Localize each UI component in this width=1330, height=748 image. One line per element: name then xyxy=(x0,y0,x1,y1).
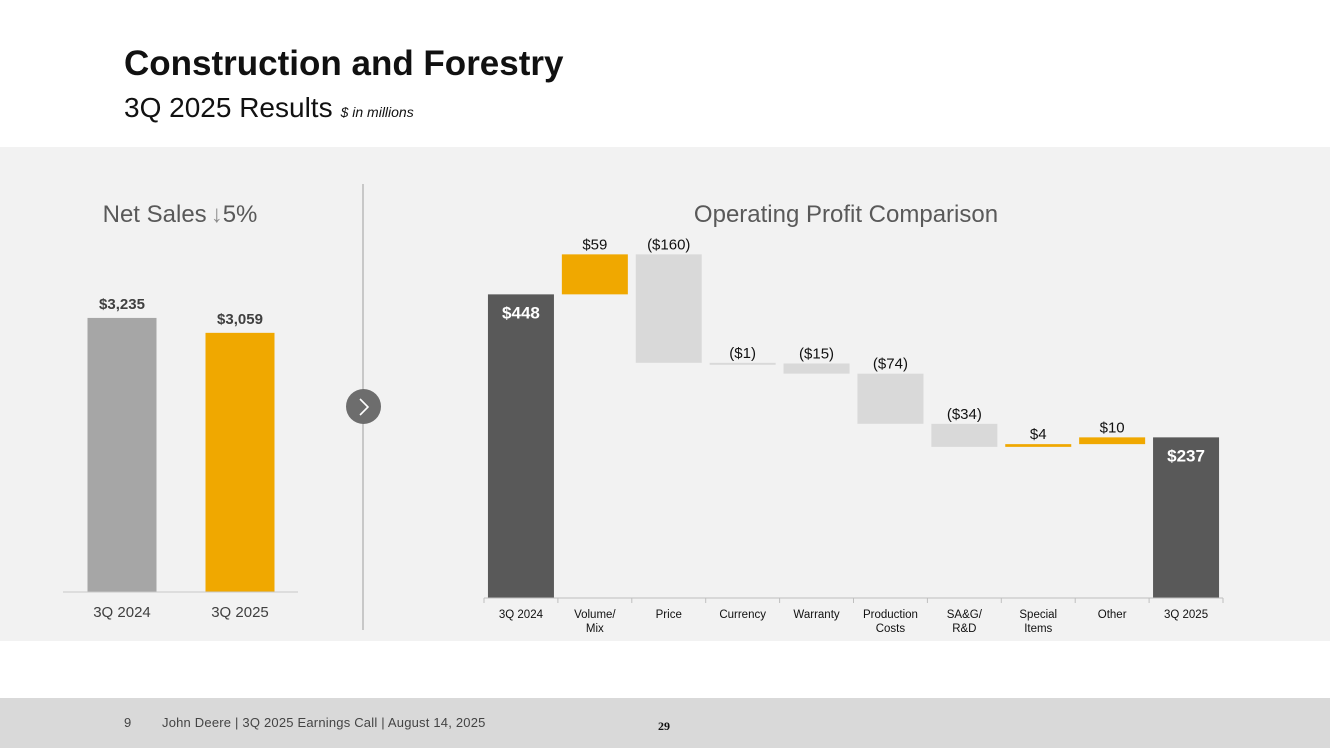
op-bar xyxy=(635,254,702,363)
op-value-label: $237 xyxy=(1167,446,1205,465)
net-sales-value-label: $3,235 xyxy=(99,296,145,313)
net-sales-title-text: Net Sales xyxy=(103,201,207,228)
op-category-label: Other xyxy=(1098,609,1127,621)
op-bar xyxy=(1079,437,1146,445)
op-category-label: Price xyxy=(656,609,682,621)
op-bar xyxy=(931,423,998,447)
footer-page-number: 9 xyxy=(124,715,132,730)
op-category-label: 3Q 2024 xyxy=(499,609,544,621)
page-title: Construction and Forestry xyxy=(124,44,564,83)
op-value-label: ($34) xyxy=(947,406,982,423)
op-category-label: SA&G/R&D xyxy=(947,609,983,635)
op-value-label: ($160) xyxy=(647,236,690,253)
net-sales-change: 5% xyxy=(223,201,258,228)
op-category-label: Special Items xyxy=(1019,609,1057,635)
net-sales-chart: Net Sales ↓5% $3,235 3Q 2024 $3,059 3Q 2025 xyxy=(63,201,298,621)
op-value-label: ($15) xyxy=(799,345,834,362)
op-value-label: $10 xyxy=(1100,419,1125,436)
op-bar xyxy=(857,373,924,424)
op-bar xyxy=(1153,437,1220,598)
op-value-label: ($1) xyxy=(729,345,756,362)
op-category-label: Volume/Mix xyxy=(574,609,616,635)
next-arrow-button[interactable] xyxy=(346,389,381,424)
page-subtitle: 3Q 2025 Results $ in millions xyxy=(124,92,414,124)
net-sales-value-label: $3,059 xyxy=(217,311,263,328)
op-bar xyxy=(709,362,776,365)
op-bar xyxy=(1005,444,1072,447)
footer: 9 John Deere | 3Q 2025 Earnings Call | A… xyxy=(0,698,1330,748)
operating-profit-chart: Operating Profit Comparison $448 $59 ($160… xyxy=(483,201,1224,635)
op-value-label: $4 xyxy=(1030,426,1047,443)
down-arrow-icon: ↓ xyxy=(211,201,223,228)
net-sales-bar xyxy=(205,332,275,592)
op-category-label: Warranty xyxy=(793,609,839,621)
net-sales-title: Net Sales ↓5% xyxy=(103,201,258,228)
op-bar xyxy=(487,294,554,598)
op-category-label: Production Costs xyxy=(863,609,918,635)
op-category-label: 3Q 2025 xyxy=(1164,609,1208,621)
subtitle-text: 3Q 2025 Results xyxy=(124,92,333,123)
net-sales-category-label: 3Q 2025 xyxy=(211,604,269,621)
units-note: $ in millions xyxy=(340,104,414,120)
slide-number: 29 xyxy=(658,719,670,733)
op-value-label: ($74) xyxy=(873,356,908,373)
op-value-label: $59 xyxy=(582,236,607,253)
chevron-right-icon xyxy=(358,397,369,416)
op-category-label: Currency xyxy=(719,609,766,621)
footer-text: John Deere | 3Q 2025 Earnings Call | Aug… xyxy=(162,715,486,730)
net-sales-category-label: 3Q 2024 xyxy=(93,604,151,621)
op-bar xyxy=(561,254,628,295)
op-chart-title: Operating Profit Comparison xyxy=(694,201,998,228)
op-value-label: $448 xyxy=(502,303,540,322)
net-sales-bar xyxy=(87,317,157,592)
op-bar xyxy=(783,363,850,374)
